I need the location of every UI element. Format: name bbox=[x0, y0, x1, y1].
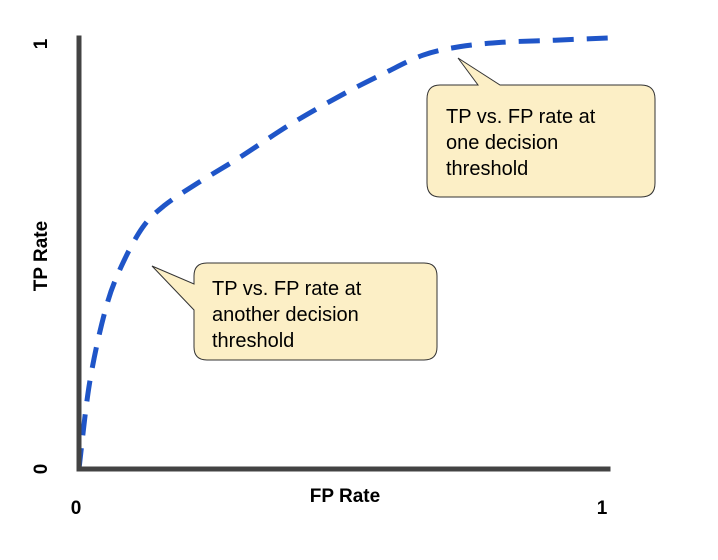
callout-another-threshold-line-1: TP vs. FP rate at bbox=[212, 278, 362, 300]
callout-one-threshold-bubble bbox=[426, 57, 656, 198]
x-tick-label-1: 1 bbox=[597, 498, 608, 519]
callout-another-threshold-line-3: threshold bbox=[212, 330, 294, 352]
callout-another-threshold: TP vs. FP rate at another decision thres… bbox=[151, 262, 438, 361]
x-axis-label: FP Rate bbox=[310, 486, 380, 507]
y-tick-label-1: 1 bbox=[31, 38, 52, 49]
callout-one-threshold-line-2: one decision bbox=[446, 132, 558, 154]
callout-one-threshold-line-3: threshold bbox=[446, 158, 528, 180]
x-tick-label-0: 0 bbox=[71, 498, 82, 519]
y-tick-label-0: 0 bbox=[31, 464, 52, 475]
roc-curve-line bbox=[76, 35, 609, 470]
callout-one-threshold: TP vs. FP rate at one decision threshold bbox=[426, 57, 656, 198]
callout-another-threshold-bubble bbox=[151, 262, 438, 361]
callout-one-threshold-line-1: TP vs. FP rate at bbox=[446, 106, 596, 128]
y-axis-label: TP Rate bbox=[31, 221, 52, 291]
callout-another-threshold-line-2: another decision bbox=[212, 304, 359, 326]
